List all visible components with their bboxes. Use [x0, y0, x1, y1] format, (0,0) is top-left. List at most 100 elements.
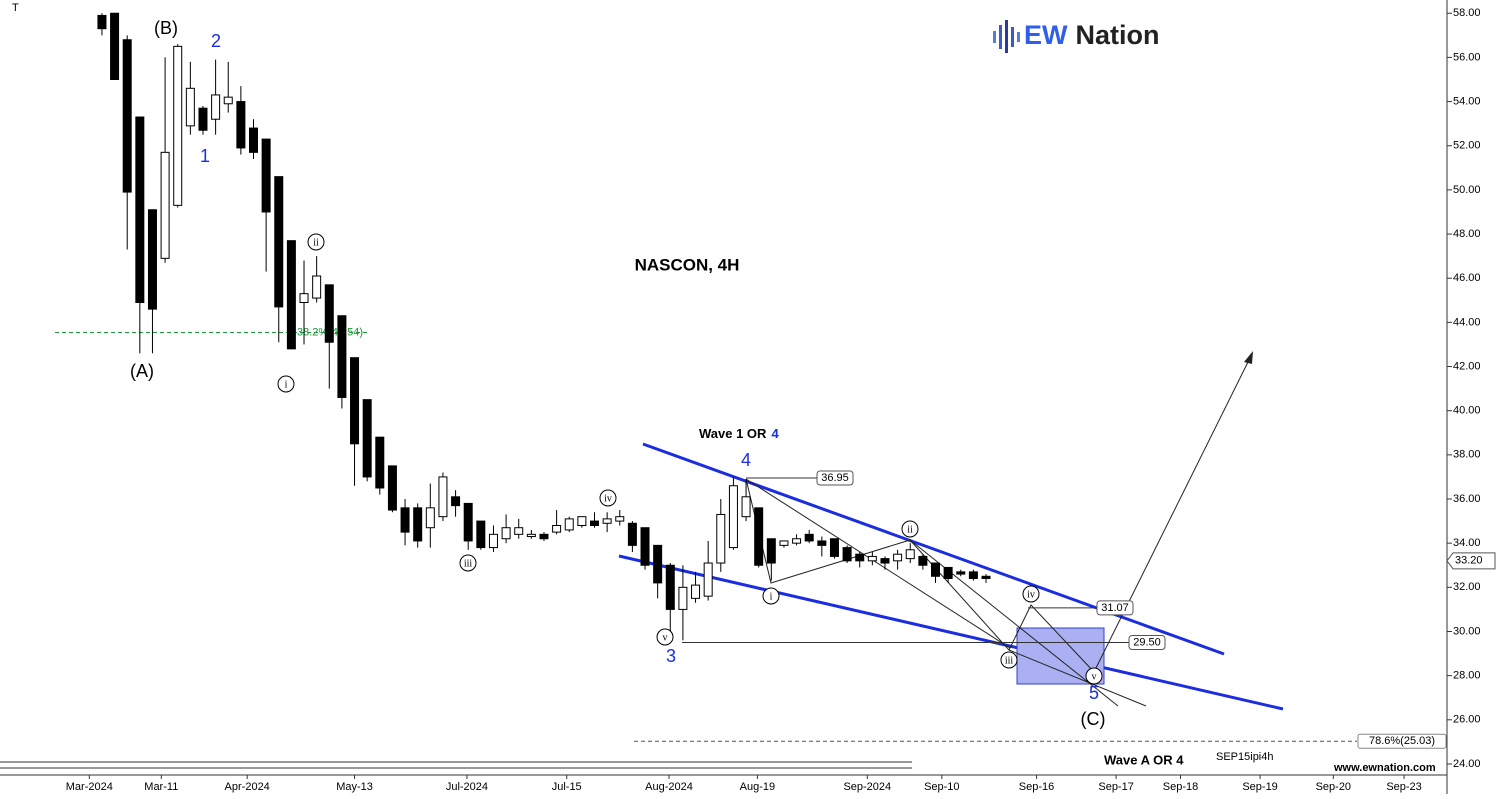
candle-body [716, 513, 726, 564]
level-box [1128, 635, 1166, 651]
minor-wave-circle [277, 375, 295, 393]
candle-body [185, 87, 195, 127]
candle-body [703, 562, 713, 597]
corner-mark: T [12, 2, 19, 14]
website: www.ewnation.com [1333, 762, 1436, 774]
wave-line [745, 478, 1011, 649]
minor-wave-label: ii [313, 237, 319, 248]
wave-label: (A) [130, 361, 154, 381]
minor-wave-circle [307, 233, 325, 251]
candle-body [387, 465, 397, 511]
candle-body [135, 116, 145, 303]
minor-wave-label: v [663, 632, 668, 643]
candle-body [918, 555, 928, 566]
candle-body [842, 547, 852, 562]
minor-wave-circle [762, 587, 780, 605]
y-tick-label: 30.00 [1453, 625, 1481, 637]
candle-body [855, 553, 865, 562]
candle-body [312, 275, 322, 299]
minor-wave-label: iii [1005, 655, 1014, 666]
candle-body [438, 476, 448, 518]
candle-body [249, 127, 258, 153]
x-tick-label: Sep-20 [1316, 781, 1351, 793]
candle-body [211, 94, 221, 120]
wave-label: 3 [666, 646, 676, 666]
level-box [816, 470, 854, 486]
candle-body [451, 496, 461, 507]
y-tick-label: 46.00 [1453, 272, 1481, 284]
candle-body [956, 571, 966, 575]
candle-body [577, 516, 587, 526]
y-tick-label: 28.00 [1453, 670, 1481, 682]
candle-body [375, 436, 385, 489]
x-tick-label: Sep-19 [1242, 781, 1277, 793]
candle-body [274, 176, 284, 308]
level-box [1096, 600, 1134, 616]
x-tick-label: Jul-15 [552, 781, 582, 793]
logo-bar [993, 31, 996, 43]
alt-count-label: Wave 1 OR 4 [699, 426, 779, 441]
minor-wave-label: i [770, 591, 773, 602]
x-tick-label: May-13 [336, 781, 373, 793]
candle-body [867, 555, 877, 562]
alt-count-text: Wave 1 OR [699, 426, 767, 441]
minor-wave-circle [599, 489, 617, 507]
chart-title: NASCON, 4H [635, 255, 740, 274]
candle-body [817, 540, 827, 546]
candle-body [627, 522, 637, 546]
candle-body [564, 518, 574, 531]
y-tick-label: 52.00 [1453, 140, 1481, 152]
minor-wave-label: i [285, 379, 288, 390]
y-tick-label: 56.00 [1453, 51, 1481, 63]
x-tick-label: Aug-19 [740, 781, 775, 793]
minor-wave-circle [901, 520, 919, 538]
candle-body [931, 562, 940, 577]
y-tick-label: 36.00 [1453, 493, 1481, 505]
minor-wave-circle [656, 628, 674, 646]
candle-body [665, 564, 675, 610]
candle-body [476, 520, 486, 549]
wave-label: 4 [741, 450, 751, 470]
wave-label: (C) [1081, 709, 1106, 729]
candle-body [198, 107, 208, 131]
x-tick-label: Mar-2024 [66, 781, 113, 793]
minor-wave-label: iv [604, 493, 612, 504]
y-tick-label: 44.00 [1453, 316, 1481, 328]
minor-wave-circle [1022, 585, 1040, 603]
candle-body [691, 584, 701, 599]
candle-body [981, 575, 991, 579]
candle-body [804, 533, 814, 542]
candle-body [488, 533, 498, 549]
x-tick-label: Sep-18 [1163, 781, 1198, 793]
candle-body [223, 96, 233, 105]
level-label: 29.50 [1133, 636, 1161, 648]
wave-label: (B) [154, 18, 178, 38]
minor-wave-label: iv [1027, 589, 1035, 600]
candle-body [400, 507, 410, 533]
x-tick-label: Sep-10 [924, 781, 959, 793]
x-tick-label: Sep-17 [1098, 781, 1133, 793]
candle-body [425, 507, 435, 529]
candle-body [615, 516, 625, 522]
x-tick-label: Sep-23 [1386, 781, 1421, 793]
chart-code: SEP15ipi4h [1216, 751, 1274, 763]
trend-line [618, 554, 1284, 711]
wave-path [745, 478, 1095, 673]
candle-body [286, 240, 296, 350]
candle-body [893, 553, 903, 562]
candle-body [779, 540, 789, 546]
x-tick-label: Sep-16 [1019, 781, 1054, 793]
candle-body [602, 518, 612, 524]
candle-body [539, 533, 549, 540]
minor-wave-label: ii [907, 524, 913, 535]
projection-arrow [1093, 359, 1250, 673]
wave-label: 5 [1089, 683, 1099, 703]
x-tick-label: Aug-2024 [645, 781, 693, 793]
y-tick-label: 58.00 [1453, 7, 1481, 19]
x-tick-label: Jul-2024 [446, 781, 488, 793]
logo: EW Nation [993, 20, 1160, 53]
fib-box [1357, 733, 1447, 749]
minor-wave-label: v [1092, 671, 1097, 682]
wave-line [1008, 649, 1147, 707]
logo-bar [999, 25, 1002, 49]
